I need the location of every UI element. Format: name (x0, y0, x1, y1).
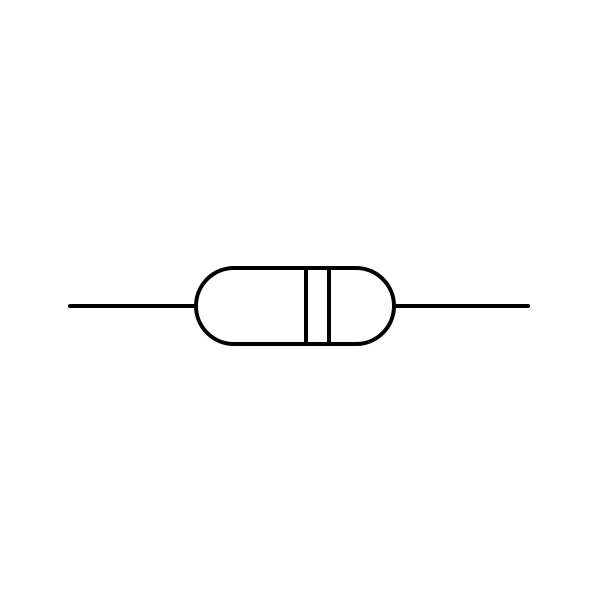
resistor-icon (0, 0, 600, 600)
component-diagram (0, 0, 600, 600)
